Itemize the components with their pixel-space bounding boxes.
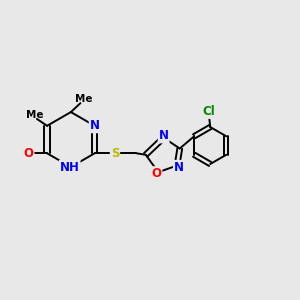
Text: Me: Me xyxy=(75,94,92,103)
Text: N: N xyxy=(159,130,169,142)
Text: NH: NH xyxy=(60,160,80,173)
Text: O: O xyxy=(152,167,161,180)
Text: Cl: Cl xyxy=(202,105,215,118)
Text: N: N xyxy=(174,161,184,174)
Text: O: O xyxy=(24,147,34,160)
Text: Me: Me xyxy=(26,110,43,120)
Text: S: S xyxy=(111,147,119,160)
Text: N: N xyxy=(90,119,100,132)
